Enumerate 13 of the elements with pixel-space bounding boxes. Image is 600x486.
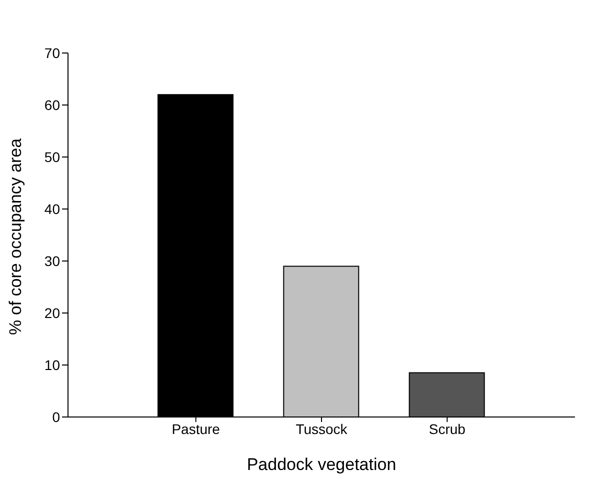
- x-tick-label: Scrub: [428, 420, 466, 437]
- y-tick-label: 20: [44, 304, 60, 321]
- x-axis-title: Paddock vegetation: [246, 455, 396, 474]
- x-tick-label: Pasture: [172, 420, 220, 437]
- y-tick-label: 10: [44, 356, 60, 373]
- y-tick-label: 40: [44, 200, 60, 217]
- y-tick-label: 30: [44, 252, 60, 269]
- y-tick-label: 50: [44, 148, 60, 165]
- x-tick-label: Tussock: [296, 420, 348, 437]
- y-axis-title: % of core occupancy area: [6, 138, 26, 335]
- y-tick-label: 60: [44, 96, 60, 113]
- y-tick-label: 0: [52, 408, 60, 425]
- y-tick-label: 70: [44, 44, 60, 61]
